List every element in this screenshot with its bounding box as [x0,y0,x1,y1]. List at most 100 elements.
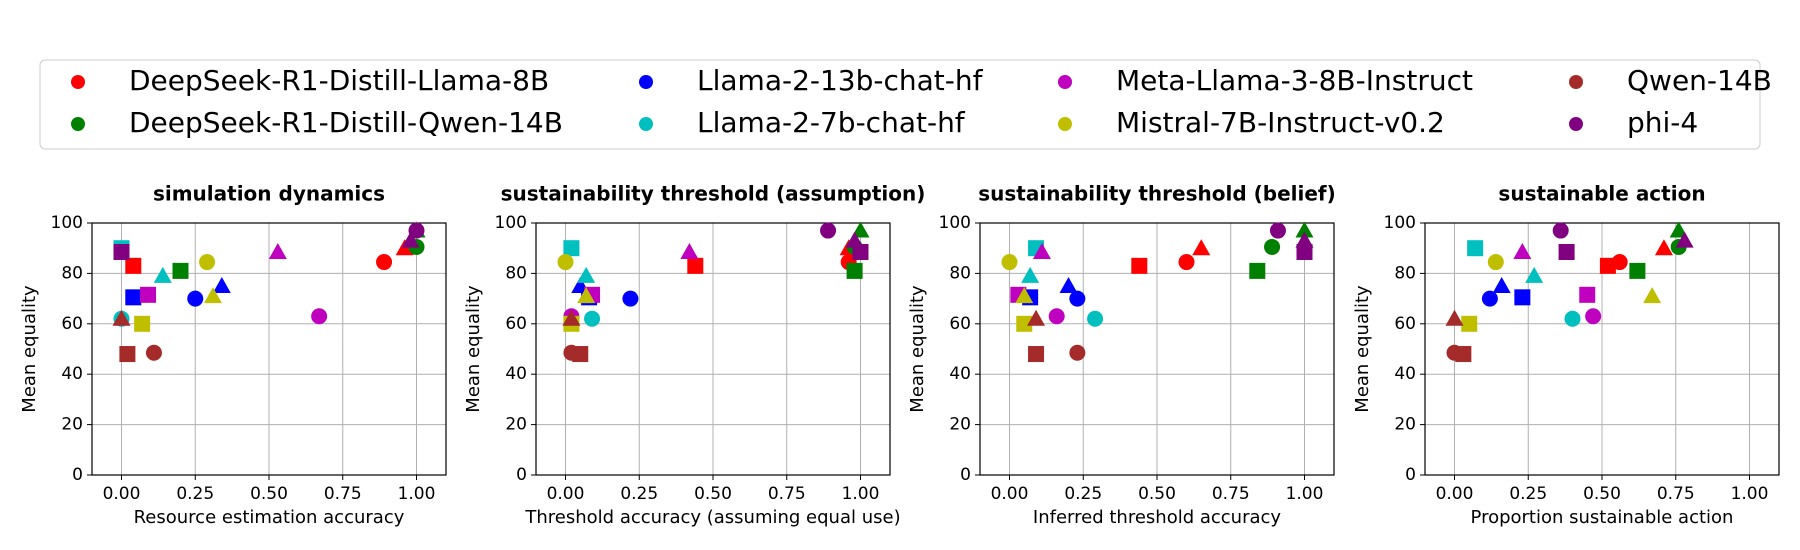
y-tick-label: 60 [505,314,527,334]
point [112,309,131,326]
x-tick-label: 1.00 [1286,484,1324,504]
point [1192,239,1211,256]
legend-marker [1569,75,1583,89]
point [1552,222,1569,239]
point [1579,286,1596,303]
y-tick-label: 80 [1394,263,1416,283]
x-tick-label: 0.50 [1138,484,1176,504]
chart-title: sustainability threshold (belief) [978,182,1336,206]
legend-marker [1058,117,1072,131]
y-axis-label: Mean equality [1352,285,1373,413]
legend-marker [1569,117,1583,131]
point [1059,277,1078,293]
x-tick-label: 1.00 [1731,484,1769,504]
point [1069,344,1086,361]
plot-frame [1424,222,1780,476]
point [845,231,864,248]
legend-label: Meta-Llama-3-8B-Instruct [1116,64,1473,97]
point [172,262,189,279]
legend-marker [71,75,85,89]
point [1514,289,1531,306]
x-tick-label: 0.25 [1064,484,1102,504]
y-tick-label: 60 [61,314,83,334]
y-tick-label: 100 [51,213,83,233]
point [562,309,581,326]
point [140,286,157,303]
point [1021,266,1040,283]
point [1585,308,1602,325]
y-tick-label: 0 [72,465,83,485]
x-tick-label: 0.50 [1583,484,1621,504]
point [577,287,596,304]
y-tick-label: 40 [505,364,527,384]
point [187,290,204,307]
point [1445,309,1464,326]
y-tick-label: 80 [61,263,83,283]
point [145,344,162,361]
legend-label: phi-4 [1627,106,1698,139]
y-tick-label: 20 [949,415,971,435]
y-tick-label: 100 [939,213,971,233]
x-tick-label: 0.75 [324,484,362,504]
point [1599,257,1616,274]
point [1269,222,1286,239]
point [852,243,869,260]
point [1513,242,1532,259]
legend-label: Mistral-7B-Instruct-v0.2 [1116,106,1445,139]
point [557,254,574,271]
x-axis-label: Proportion sustainable action [1471,507,1734,528]
y-axis-label: Mean equality [19,285,40,413]
plot-frame [535,222,891,476]
plot-frame [979,222,1335,476]
legend-marker [71,117,85,131]
x-axis-label: Inferred threshold accuracy [1033,507,1281,528]
y-tick-label: 100 [495,213,527,233]
point [408,222,425,239]
point [584,310,601,327]
point [212,277,231,293]
x-tick-label: 0.25 [620,484,658,504]
y-tick-label: 20 [1394,415,1416,435]
y-axis-label: Mean equality [907,285,928,413]
chart-title: simulation dynamics [153,182,385,206]
point [125,257,142,274]
point [1249,262,1266,279]
y-tick-label: 0 [960,465,971,485]
x-tick-label: 0.75 [1212,484,1250,504]
point [1669,221,1688,238]
point [268,242,287,259]
point [199,254,216,271]
point [1654,239,1673,256]
plot-frame [91,222,447,476]
point [125,289,142,306]
point [1015,287,1034,304]
point [401,231,420,248]
y-tick-label: 80 [949,263,971,283]
point [572,346,589,363]
chart-title: sustainability threshold (assumption) [501,182,926,206]
point [1296,243,1313,260]
y-tick-label: 40 [949,364,971,384]
x-tick-label: 0.75 [768,484,806,504]
point [1016,315,1033,332]
point [1131,257,1148,274]
point [134,315,151,332]
point [153,266,172,283]
point [1295,231,1314,248]
point [1675,231,1694,248]
x-axis-label: Threshold accuracy (assuming equal use) [524,507,900,528]
point [1492,277,1511,293]
y-tick-label: 0 [516,465,527,485]
point [851,221,870,238]
point [1481,290,1498,307]
point [113,243,130,260]
point [1461,315,1478,332]
legend-label: DeepSeek-R1-Distill-Qwen-14B [129,106,563,139]
point [203,287,222,304]
legend-box [39,59,1761,150]
point [1455,346,1472,363]
point [846,262,863,279]
chart-title: sustainable action [1498,182,1705,206]
y-axis-label: Mean equality [463,285,484,413]
